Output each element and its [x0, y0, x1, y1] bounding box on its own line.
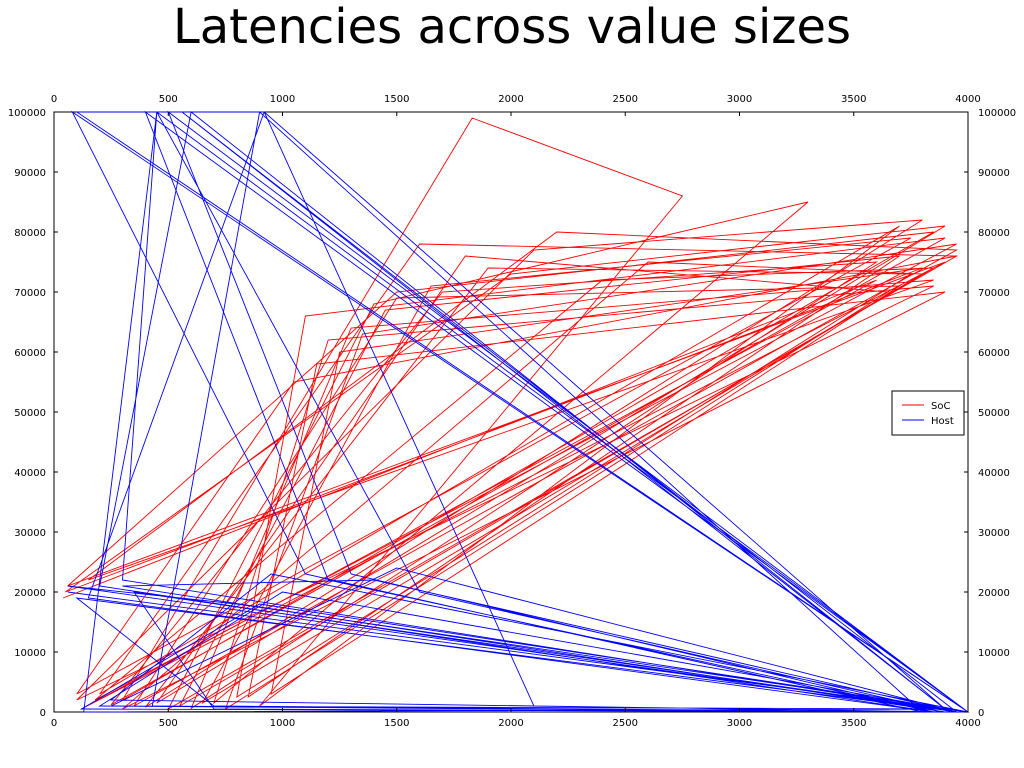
legend-label-host: Host [931, 416, 954, 427]
y-tick-label-right: 0 [978, 708, 984, 719]
y-tick-label-right: 10000 [978, 648, 1010, 659]
x-tick-label-bottom: 4000 [955, 718, 980, 729]
series-layer [62, 110, 970, 713]
y-tick-label-right: 30000 [978, 528, 1010, 539]
y-tick-label-left: 50000 [14, 408, 46, 419]
x-tick-label-bottom: 500 [159, 718, 178, 729]
x-tick-label-top: 0 [51, 94, 57, 105]
y-tick-label-right: 40000 [978, 468, 1010, 479]
plot-area-frame [53, 111, 969, 713]
y-tick-label-right: 20000 [978, 588, 1010, 599]
y-tick-label-left: 90000 [14, 168, 46, 179]
tick-layer: 0050050010001000150015002000200025002500… [8, 94, 1016, 729]
x-tick-label-bottom: 1500 [384, 718, 409, 729]
y-tick-label-right: 70000 [978, 288, 1010, 299]
x-tick-label-top: 3500 [841, 94, 866, 105]
x-tick-label-bottom: 3000 [727, 718, 752, 729]
y-tick-label-right: 50000 [978, 408, 1010, 419]
y-tick-label-left: 10000 [14, 648, 46, 659]
x-tick-label-top: 1000 [270, 94, 295, 105]
y-tick-label-left: 0 [40, 708, 46, 719]
series-line-soc [62, 117, 959, 711]
x-tick-label-top: 1500 [384, 94, 409, 105]
x-tick-label-top: 4000 [955, 94, 980, 105]
x-tick-label-top: 3000 [727, 94, 752, 105]
chart-title: Latencies across value sizes [172, 0, 852, 55]
x-tick-label-top: 2000 [498, 94, 523, 105]
series-line-host [67, 110, 970, 713]
x-tick-label-bottom: 0 [51, 718, 57, 729]
y-tick-label-left: 40000 [14, 468, 46, 479]
x-tick-label-top: 2500 [613, 94, 638, 105]
y-tick-label-left: 70000 [14, 288, 46, 299]
y-tick-label-right: 80000 [978, 228, 1010, 239]
y-tick-label-left: 20000 [14, 588, 46, 599]
x-tick-label-bottom: 1000 [270, 718, 295, 729]
x-tick-label-top: 500 [159, 94, 178, 105]
y-tick-label-left: 100000 [8, 108, 46, 119]
x-tick-label-bottom: 2500 [613, 718, 638, 729]
y-tick-label-left: 30000 [14, 528, 46, 539]
legend-label-soc: SoC [931, 401, 950, 412]
x-tick-label-bottom: 3500 [841, 718, 866, 729]
y-tick-label-left: 60000 [14, 348, 46, 359]
x-tick-label-bottom: 2000 [498, 718, 523, 729]
y-tick-label-right: 100000 [978, 108, 1016, 119]
y-tick-label-right: 90000 [978, 168, 1010, 179]
y-tick-label-right: 60000 [978, 348, 1010, 359]
legend-box [891, 390, 965, 436]
y-tick-label-left: 80000 [14, 228, 46, 239]
legend: SoC Host [891, 390, 965, 436]
